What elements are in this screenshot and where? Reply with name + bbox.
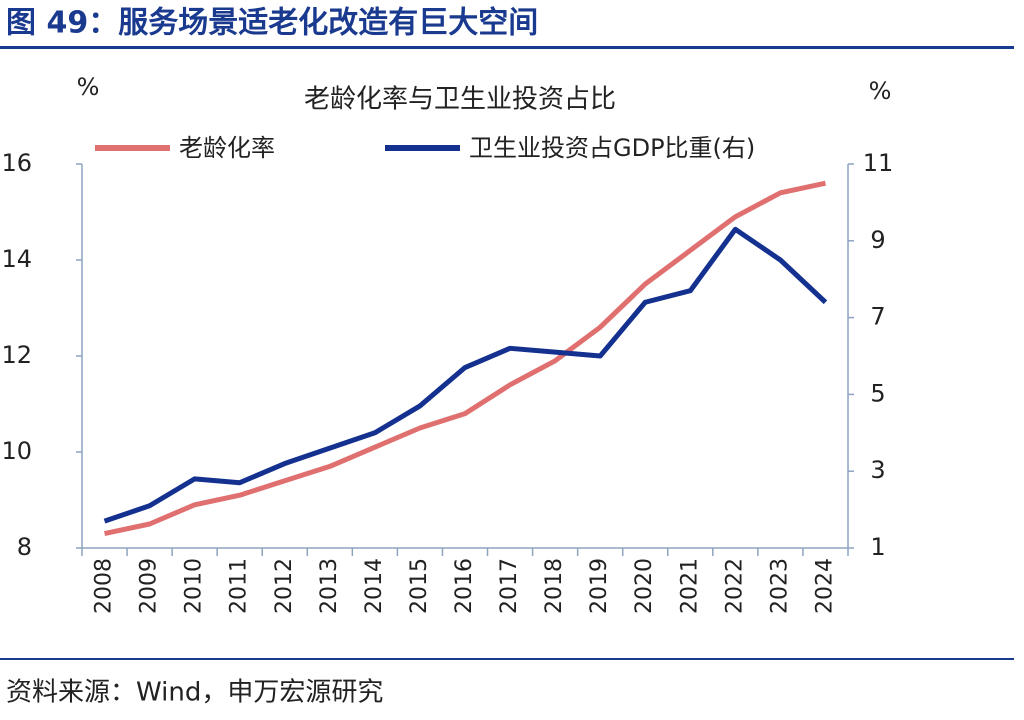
y2-tick-label: 3 [870,456,885,484]
y-unit: % [77,73,100,101]
x-tick-label: 2009 [137,558,162,614]
y-tick-label: 8 [17,533,32,561]
x-tick-label: 2008 [92,558,117,614]
y2-tick-label: 9 [870,226,885,254]
x-tick-label: 2022 [722,558,747,614]
x-tick-label: 2011 [227,558,252,614]
x-tick-label: 2017 [497,558,522,614]
x-tick-label: 2024 [812,558,837,614]
x-tick-label: 2023 [767,558,792,614]
legend-label: 卫生业投资占GDP比重(右) [469,134,755,162]
x-tick-label: 2012 [272,558,297,614]
y-tick-label: 12 [1,341,32,369]
y-tick-label: 14 [1,245,32,273]
x-tick-label: 2016 [452,558,477,614]
x-tick-label: 2010 [182,558,207,614]
x-tick-label: 2019 [587,558,612,614]
y2-tick-label: 7 [870,303,885,331]
y2-tick-label: 5 [870,379,885,407]
x-tick-label: 2021 [677,558,702,614]
footer-rule [0,658,1014,660]
x-tick-label: 2013 [317,558,342,614]
x-tick-label: 2015 [407,558,432,614]
y2-tick-label: 1 [870,533,885,561]
x-tick-label: 2020 [632,558,657,614]
header-rule [0,46,1014,49]
source-note: 资料来源：Wind，申万宏源研究 [6,678,383,708]
y2-tick-label: 11 [863,149,894,177]
x-tick-label: 2018 [542,558,567,614]
series-line [104,180,826,537]
figure-header: 图 49：服务场景适老化改造有巨大空间 [6,6,538,41]
chart-title: 老龄化率与卫生业投资占比 [304,85,616,115]
series-line [103,226,828,524]
y2-unit: % [869,77,892,105]
legend-label: 老龄化率 [179,134,275,162]
x-tick-label: 2014 [362,558,387,614]
y-tick-label: 10 [1,437,32,465]
y-tick-label: 16 [1,149,32,177]
